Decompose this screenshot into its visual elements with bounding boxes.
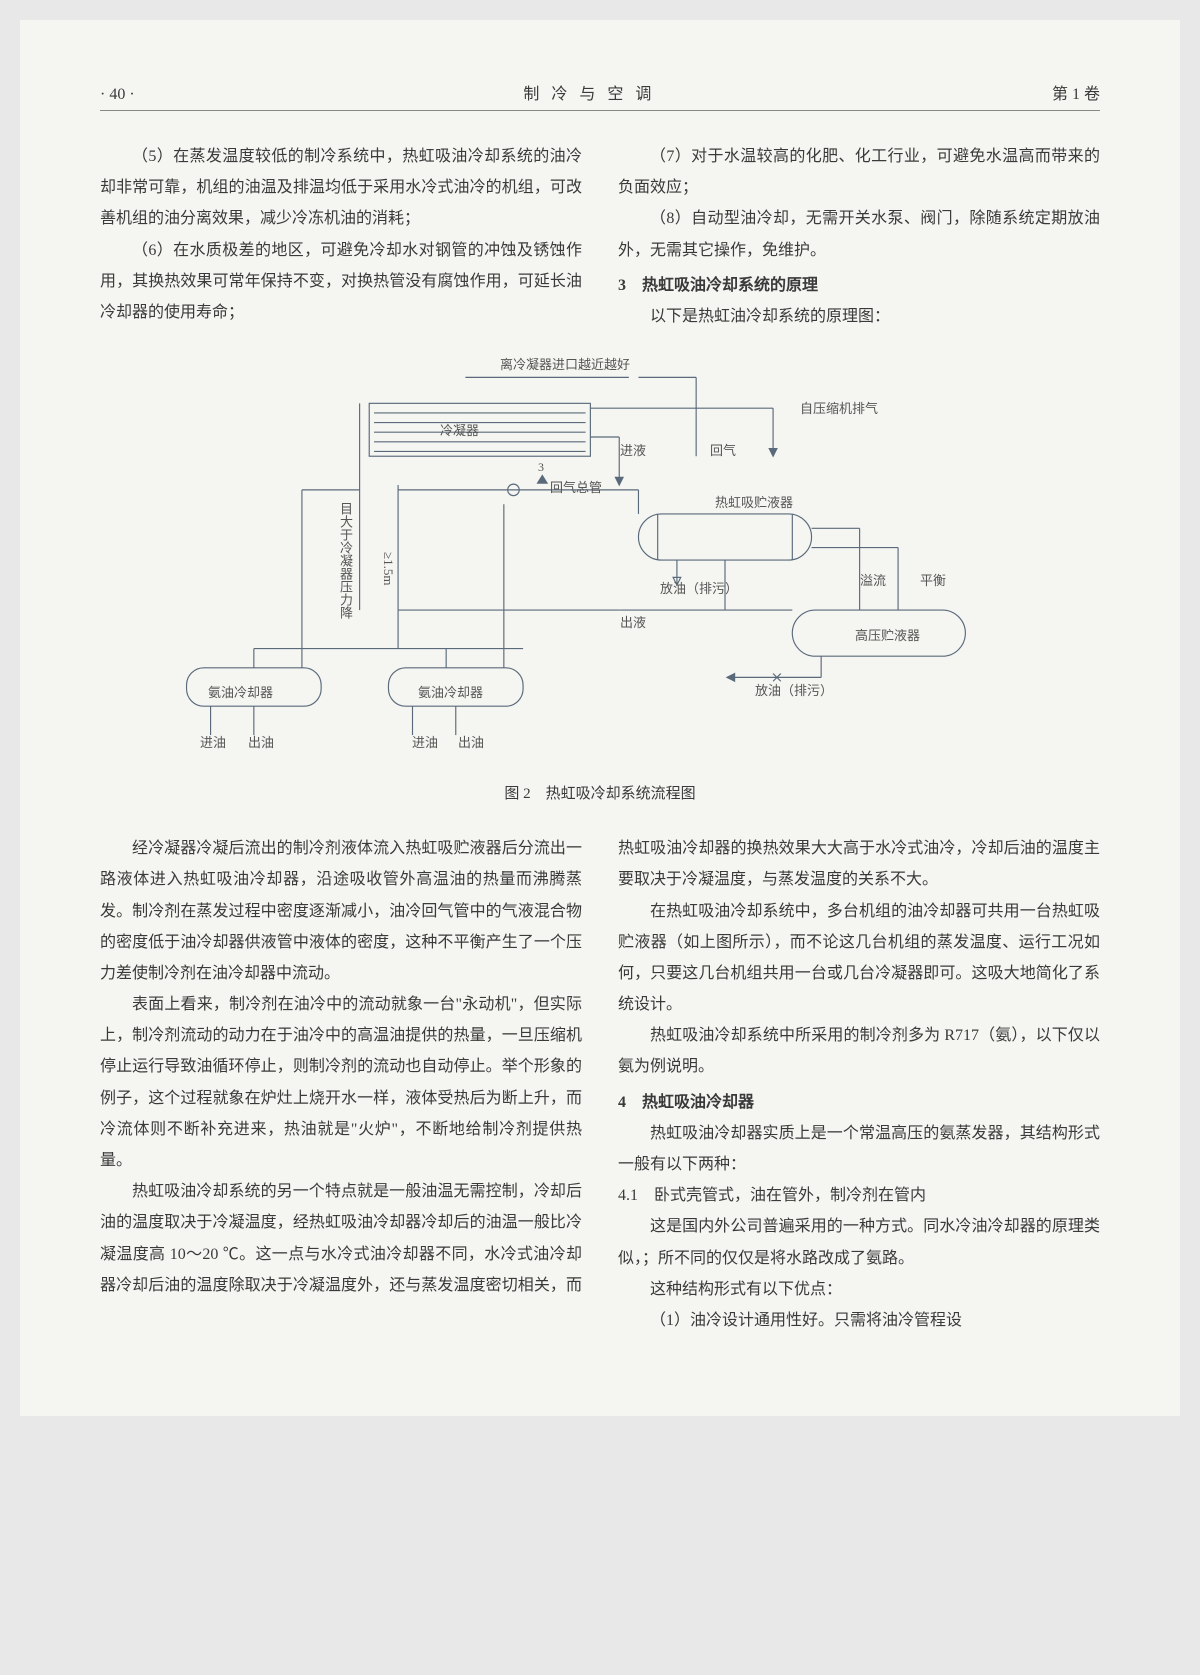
paragraph: （8）自动型油冷却，无需开关水泵、阀门，除随系统定期放油外，无需其它操作，免维护… bbox=[618, 203, 1100, 265]
paragraph: （5）在蒸发温度较低的制冷系统中，热虹吸油冷却系统的油冷却非常可靠，机组的油温及… bbox=[100, 141, 582, 235]
figure-2: 离冷凝器进口越近越好 冷凝器 进液 回气 自压缩机排气 回气总管 3 热虹吸贮液… bbox=[100, 352, 1100, 803]
diagram-label-top-note: 离冷凝器进口越近越好 bbox=[500, 354, 630, 373]
paragraph: 以下是热虹油冷却系统的原理图： bbox=[618, 301, 1100, 332]
diagram-label-balance: 平衡 bbox=[920, 570, 946, 589]
diagram-label-out-oil-2: 出油 bbox=[458, 732, 484, 751]
bottom-text-columns: 经冷凝器冷凝后流出的制冷剂液体流入热虹吸贮液器后分流出一路液体进入热虹吸油冷却器… bbox=[100, 833, 1100, 1336]
diagram-label-out-liquid: 出液 bbox=[620, 612, 646, 631]
top-text-columns: （5）在蒸发温度较低的制冷系统中，热虹吸油冷却系统的油冷却非常可靠，机组的油温及… bbox=[100, 141, 1100, 332]
paragraph: 表面上看来，制冷剂在油冷中的流动就象一台"永动机"，但实际上，制冷剂流动的动力在… bbox=[100, 989, 582, 1176]
diagram-label-cooler2: 氨油冷却器 bbox=[418, 682, 483, 701]
diagram-label-overflow: 溢流 bbox=[860, 570, 886, 589]
page-number: · 40 · bbox=[100, 86, 135, 104]
paragraph: （7）对于水温较高的化肥、化工行业，可避免水温高而带来的负面效应； bbox=[618, 141, 1100, 203]
diagram-label-drain2: 放油（排污） bbox=[755, 680, 833, 699]
volume-number: 第 1 卷 bbox=[1052, 80, 1100, 104]
paragraph: 热虹吸油冷却系统中所采用的制冷剂多为 R717（氨），以下仅以氨为例说明。 bbox=[618, 1020, 1100, 1082]
diagram-svg bbox=[100, 352, 1100, 772]
diagram-label-out-oil-1: 出油 bbox=[248, 732, 274, 751]
diagram-label-cooler1: 氨油冷却器 bbox=[208, 682, 273, 701]
diagram-label-in-oil-2: 进油 bbox=[412, 732, 438, 751]
diagram-label-inlet-liquid: 进液 bbox=[620, 440, 646, 459]
diagram-label-from-compressor: 自压缩机排气 bbox=[800, 398, 878, 417]
paragraph: 经冷凝器冷凝后流出的制冷剂液体流入热虹吸贮液器后分流出一路液体进入热虹吸油冷却器… bbox=[100, 833, 582, 989]
section-4-1-title: 4.1 卧式壳管式，油在管外，制冷剂在管内 bbox=[618, 1180, 1100, 1211]
paragraph: （1）油冷设计通用性好。只需将油冷管程设 bbox=[618, 1305, 1100, 1336]
page-header: · 40 · 制冷与空调 第 1 卷 bbox=[100, 80, 1100, 111]
paragraph: 热虹吸油冷却器实质上是一个常温高压的氨蒸发器，其结构形式一般有以下两种： bbox=[618, 1118, 1100, 1180]
diagram-label-return-gas: 回气 bbox=[710, 440, 736, 459]
diagram-label-hp-receiver: 高压贮液器 bbox=[855, 625, 920, 644]
flow-diagram: 离冷凝器进口越近越好 冷凝器 进液 回气 自压缩机排气 回气总管 3 热虹吸贮液… bbox=[100, 352, 1100, 772]
paragraph: 这是国内外公司普遍采用的一种方式。同水冷油冷却器的原理类似，；所不同的仅仅是将水… bbox=[618, 1211, 1100, 1273]
paragraph: （6）在水质极差的地区，可避免冷却水对钢管的冲蚀及锈蚀作用，其换热效果可常年保持… bbox=[100, 235, 582, 329]
diagram-label-receiver: 热虹吸贮液器 bbox=[715, 492, 793, 511]
diagram-label-3: 3 bbox=[538, 460, 544, 475]
section-3-title: 3 热虹吸油冷却系统的原理 bbox=[618, 270, 1100, 301]
section-4-title: 4 热虹吸油冷却器 bbox=[618, 1087, 1100, 1118]
diagram-label-in-oil-1: 进油 bbox=[200, 732, 226, 751]
diagram-label-drain: 放油（排污） bbox=[660, 578, 738, 597]
paragraph: 在热虹吸油冷却系统中，多台机组的油冷却器可共用一台热虹吸贮液器（如上图所示），而… bbox=[618, 896, 1100, 1021]
journal-title: 制冷与空调 bbox=[523, 80, 663, 104]
page: · 40 · 制冷与空调 第 1 卷 （5）在蒸发温度较低的制冷系统中，热虹吸油… bbox=[20, 20, 1180, 1416]
diagram-label-return-header: 回气总管 bbox=[550, 477, 602, 496]
diagram-label-height-note: 目大于冷凝器压力降 bbox=[336, 502, 355, 619]
diagram-label-height-15: ≥1.5m bbox=[380, 552, 396, 586]
paragraph: 这种结构形式有以下优点： bbox=[618, 1274, 1100, 1305]
figure-2-caption: 图 2 热虹吸冷却系统流程图 bbox=[100, 782, 1100, 803]
diagram-label-condenser: 冷凝器 bbox=[440, 420, 479, 439]
